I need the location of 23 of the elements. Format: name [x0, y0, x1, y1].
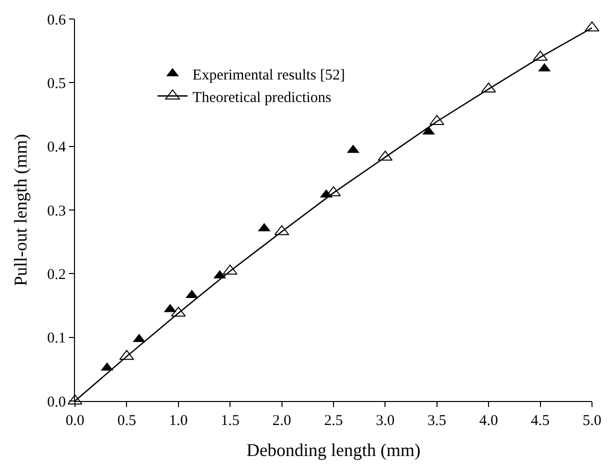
x-tick-label: 4.5 [530, 413, 550, 430]
point [584, 21, 600, 32]
y-axis-title: Pull-out length (mm) [10, 134, 30, 286]
x-tick-label: 3.5 [428, 413, 446, 430]
x-tick-label: 5.0 [582, 413, 602, 430]
y-tick-label: 0.3 [47, 203, 66, 220]
x-tick-label: 2.5 [324, 413, 343, 430]
x-tick-label: 1.0 [169, 413, 188, 430]
y-tick-label: 0.5 [47, 76, 66, 92]
x-tick-label: 3.0 [376, 413, 395, 430]
legend-label: Experimental results [52] [192, 67, 346, 84]
y-tick-label: 0.0 [47, 394, 66, 410]
x-tick-label: 4.0 [479, 413, 498, 430]
x-axis-title: Debonding length (mm) [246, 440, 420, 460]
x-tick-label: 0.5 [117, 413, 136, 430]
legend-label: Theoretical predictions [192, 90, 332, 106]
y-tick-label: 0.2 [47, 266, 66, 283]
y-tick-label: 0.1 [47, 330, 66, 347]
y-tick-label: 0.6 [47, 12, 66, 28]
x-tick-label: 0.0 [66, 413, 84, 430]
x-tick-label: 2.0 [272, 413, 292, 430]
x-tick-label: 1.5 [220, 413, 240, 430]
y-tick-label: 0.4 [47, 140, 66, 156]
